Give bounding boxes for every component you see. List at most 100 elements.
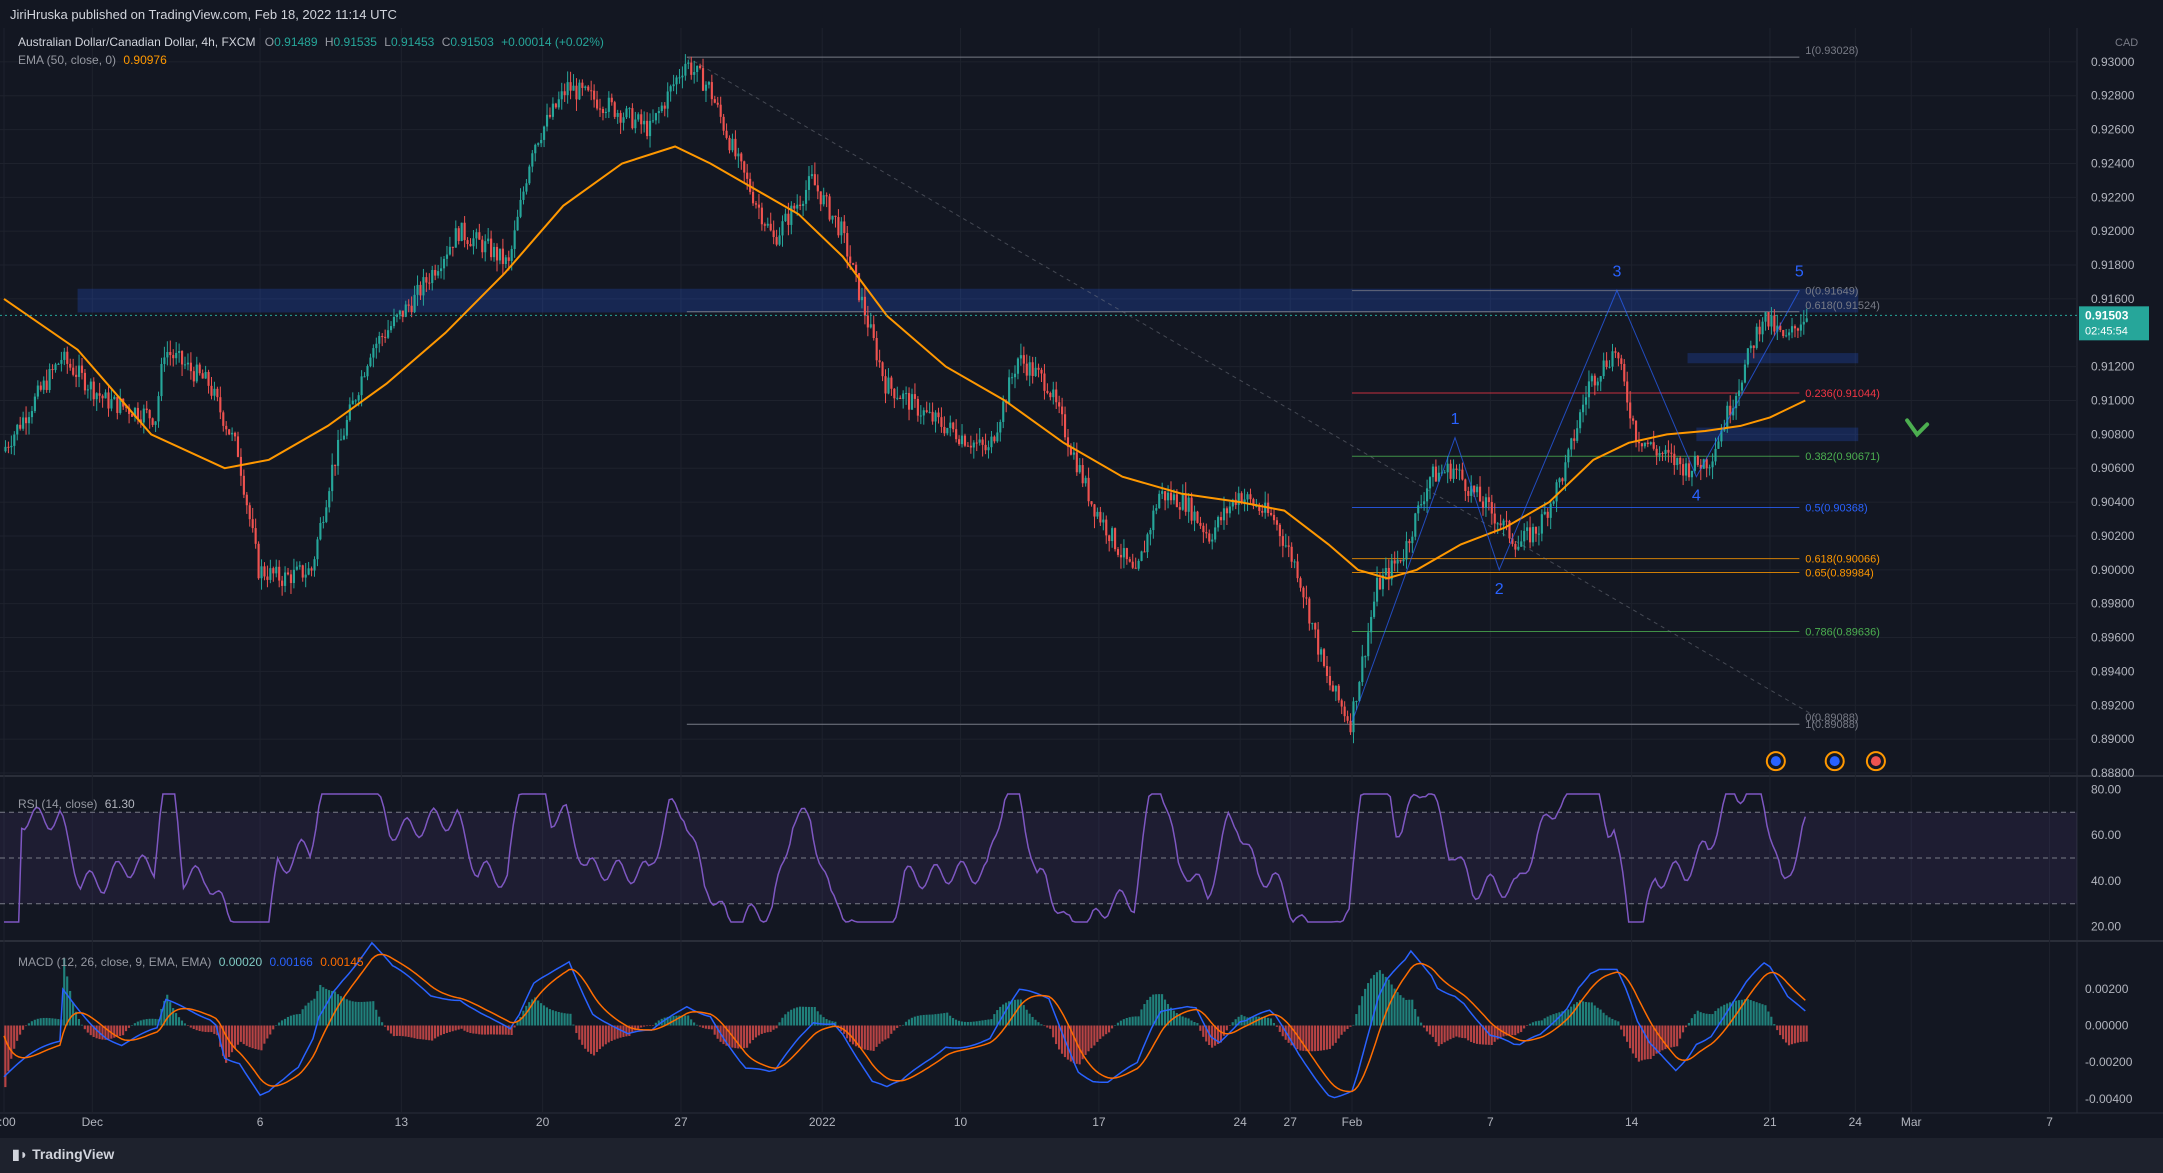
macd-histogram-bar <box>492 1025 496 1035</box>
candles-group <box>4 54 1808 744</box>
price-tick-label: 0.90200 <box>2091 529 2135 543</box>
candle-body <box>828 196 831 220</box>
candle-body <box>1078 465 1081 473</box>
candle-body <box>996 432 999 442</box>
change-value: +0.00014 (+0.02%) <box>501 35 604 49</box>
macd-histogram-bar <box>675 1015 678 1026</box>
macd-histogram-bar <box>1487 1025 1490 1045</box>
macd-histogram-bar <box>248 1025 251 1048</box>
candle-body <box>1737 390 1741 396</box>
resistance-zone <box>77 288 1859 313</box>
candle-body <box>1537 533 1540 535</box>
candle-body <box>722 116 725 131</box>
macd-histogram-bar <box>1031 1016 1034 1026</box>
candle-body <box>1105 519 1108 536</box>
price-tick-label: 0.89200 <box>2091 698 2135 712</box>
time-tick-label: 14 <box>1625 1115 1639 1129</box>
macd-histogram-bar <box>1484 1025 1487 1045</box>
candle-body <box>781 221 784 236</box>
macd-histogram-bar <box>451 1025 454 1032</box>
macd-histogram-bar <box>598 1025 601 1050</box>
candle-body <box>239 456 243 476</box>
candle-body <box>1275 520 1279 525</box>
candle-body <box>413 294 416 313</box>
macd-histogram-bar <box>1225 1025 1228 1031</box>
rsi-line <box>4 793 1807 924</box>
macd-histogram-bar <box>1434 1025 1437 1043</box>
macd-histogram-bar <box>410 1025 413 1038</box>
macd-histogram-bar <box>1110 1025 1114 1029</box>
macd-histogram-bar <box>1275 1025 1278 1027</box>
candle-body <box>357 395 360 401</box>
candle-body <box>504 257 507 264</box>
chart-canvas[interactable]: 0.93000 0.92800 0.92600 0.92400 0.92200 0.920… <box>0 28 2163 1138</box>
macd-histogram-bar <box>177 1017 181 1026</box>
macd-histogram-bar <box>740 1025 743 1049</box>
candle-body <box>1187 497 1190 512</box>
macd-histogram-bar <box>778 1022 781 1026</box>
candle-body <box>119 398 122 413</box>
macd-histogram-bar <box>734 1025 737 1049</box>
candle-body <box>292 569 295 584</box>
candle-body <box>1346 716 1349 721</box>
macd-histogram-bar <box>1166 1004 1170 1026</box>
macd-histogram-bar <box>1661 1025 1664 1051</box>
candle-body <box>1676 457 1679 466</box>
candle-body <box>507 257 510 261</box>
candle-body <box>1452 468 1455 479</box>
candle-body <box>1634 420 1638 442</box>
candle-body <box>1246 494 1249 500</box>
macd-histogram-bar <box>869 1025 872 1051</box>
macd-histogram-bar <box>1417 1016 1420 1026</box>
candle-body <box>1090 501 1093 505</box>
macd-histogram-bar <box>1558 1012 1561 1026</box>
candle-body <box>1470 485 1473 496</box>
macd-histogram-bar <box>1119 1020 1122 1026</box>
macd-histogram-bar <box>13 1025 16 1049</box>
macd-histogram-bar <box>175 1013 178 1026</box>
macd-histogram-bar <box>116 1025 119 1037</box>
candle-body <box>269 568 272 580</box>
macd-histogram-bar <box>907 1019 911 1026</box>
macd-histogram-bar <box>642 1025 646 1027</box>
macd-histogram-bar <box>372 1001 375 1026</box>
macd-histogram-bar <box>619 1025 622 1038</box>
candle-body <box>1599 376 1602 382</box>
candle-body <box>1446 463 1449 473</box>
macd-histogram-bar <box>1702 1013 1705 1026</box>
macd-histogram-bar <box>1570 1006 1573 1026</box>
macd-histogram-bar <box>180 1020 184 1026</box>
macd-histogram-bar <box>1799 1025 1802 1042</box>
candle-body <box>1149 530 1152 535</box>
macd-histogram-bar <box>301 1009 304 1026</box>
candle-body <box>1752 345 1755 348</box>
candle-body <box>133 407 137 417</box>
candle-body <box>1708 467 1711 469</box>
candle-body <box>728 137 731 151</box>
macd-histogram-bar <box>1437 1025 1440 1047</box>
macd-histogram-bar <box>392 1025 395 1037</box>
macd-histogram-bar <box>395 1025 398 1036</box>
candle-body <box>313 559 316 571</box>
macd-histogram-bar <box>1222 1025 1225 1036</box>
macd-histogram-bar <box>151 1018 154 1026</box>
candle-body <box>384 336 387 338</box>
macd-histogram-bar <box>616 1025 619 1039</box>
candle-body <box>660 105 663 112</box>
macd-line <box>3 941 1806 1099</box>
candle-body <box>890 377 893 389</box>
candle-body <box>1602 360 1605 377</box>
candle-body <box>1349 720 1352 733</box>
macd-histogram-bar <box>425 1025 428 1040</box>
tradingview-logo[interactable]: ▮◗ TradingView <box>12 1146 114 1163</box>
candle-body <box>254 528 257 544</box>
candle-body <box>419 284 422 296</box>
macd-histogram-bar <box>33 1019 36 1026</box>
chart-frame[interactable]: 0.93000 0.92800 0.92600 0.92400 0.92200 0.920… <box>0 28 2163 1138</box>
macd-histogram-bar <box>278 1022 281 1026</box>
macd-histogram-bar <box>545 1007 549 1026</box>
macd-histogram-bar <box>1372 974 1376 1026</box>
candle-body <box>225 425 228 430</box>
candle-body <box>398 310 401 315</box>
ema-legend: EMA (50, close, 0) 0.90976 <box>18 53 167 67</box>
